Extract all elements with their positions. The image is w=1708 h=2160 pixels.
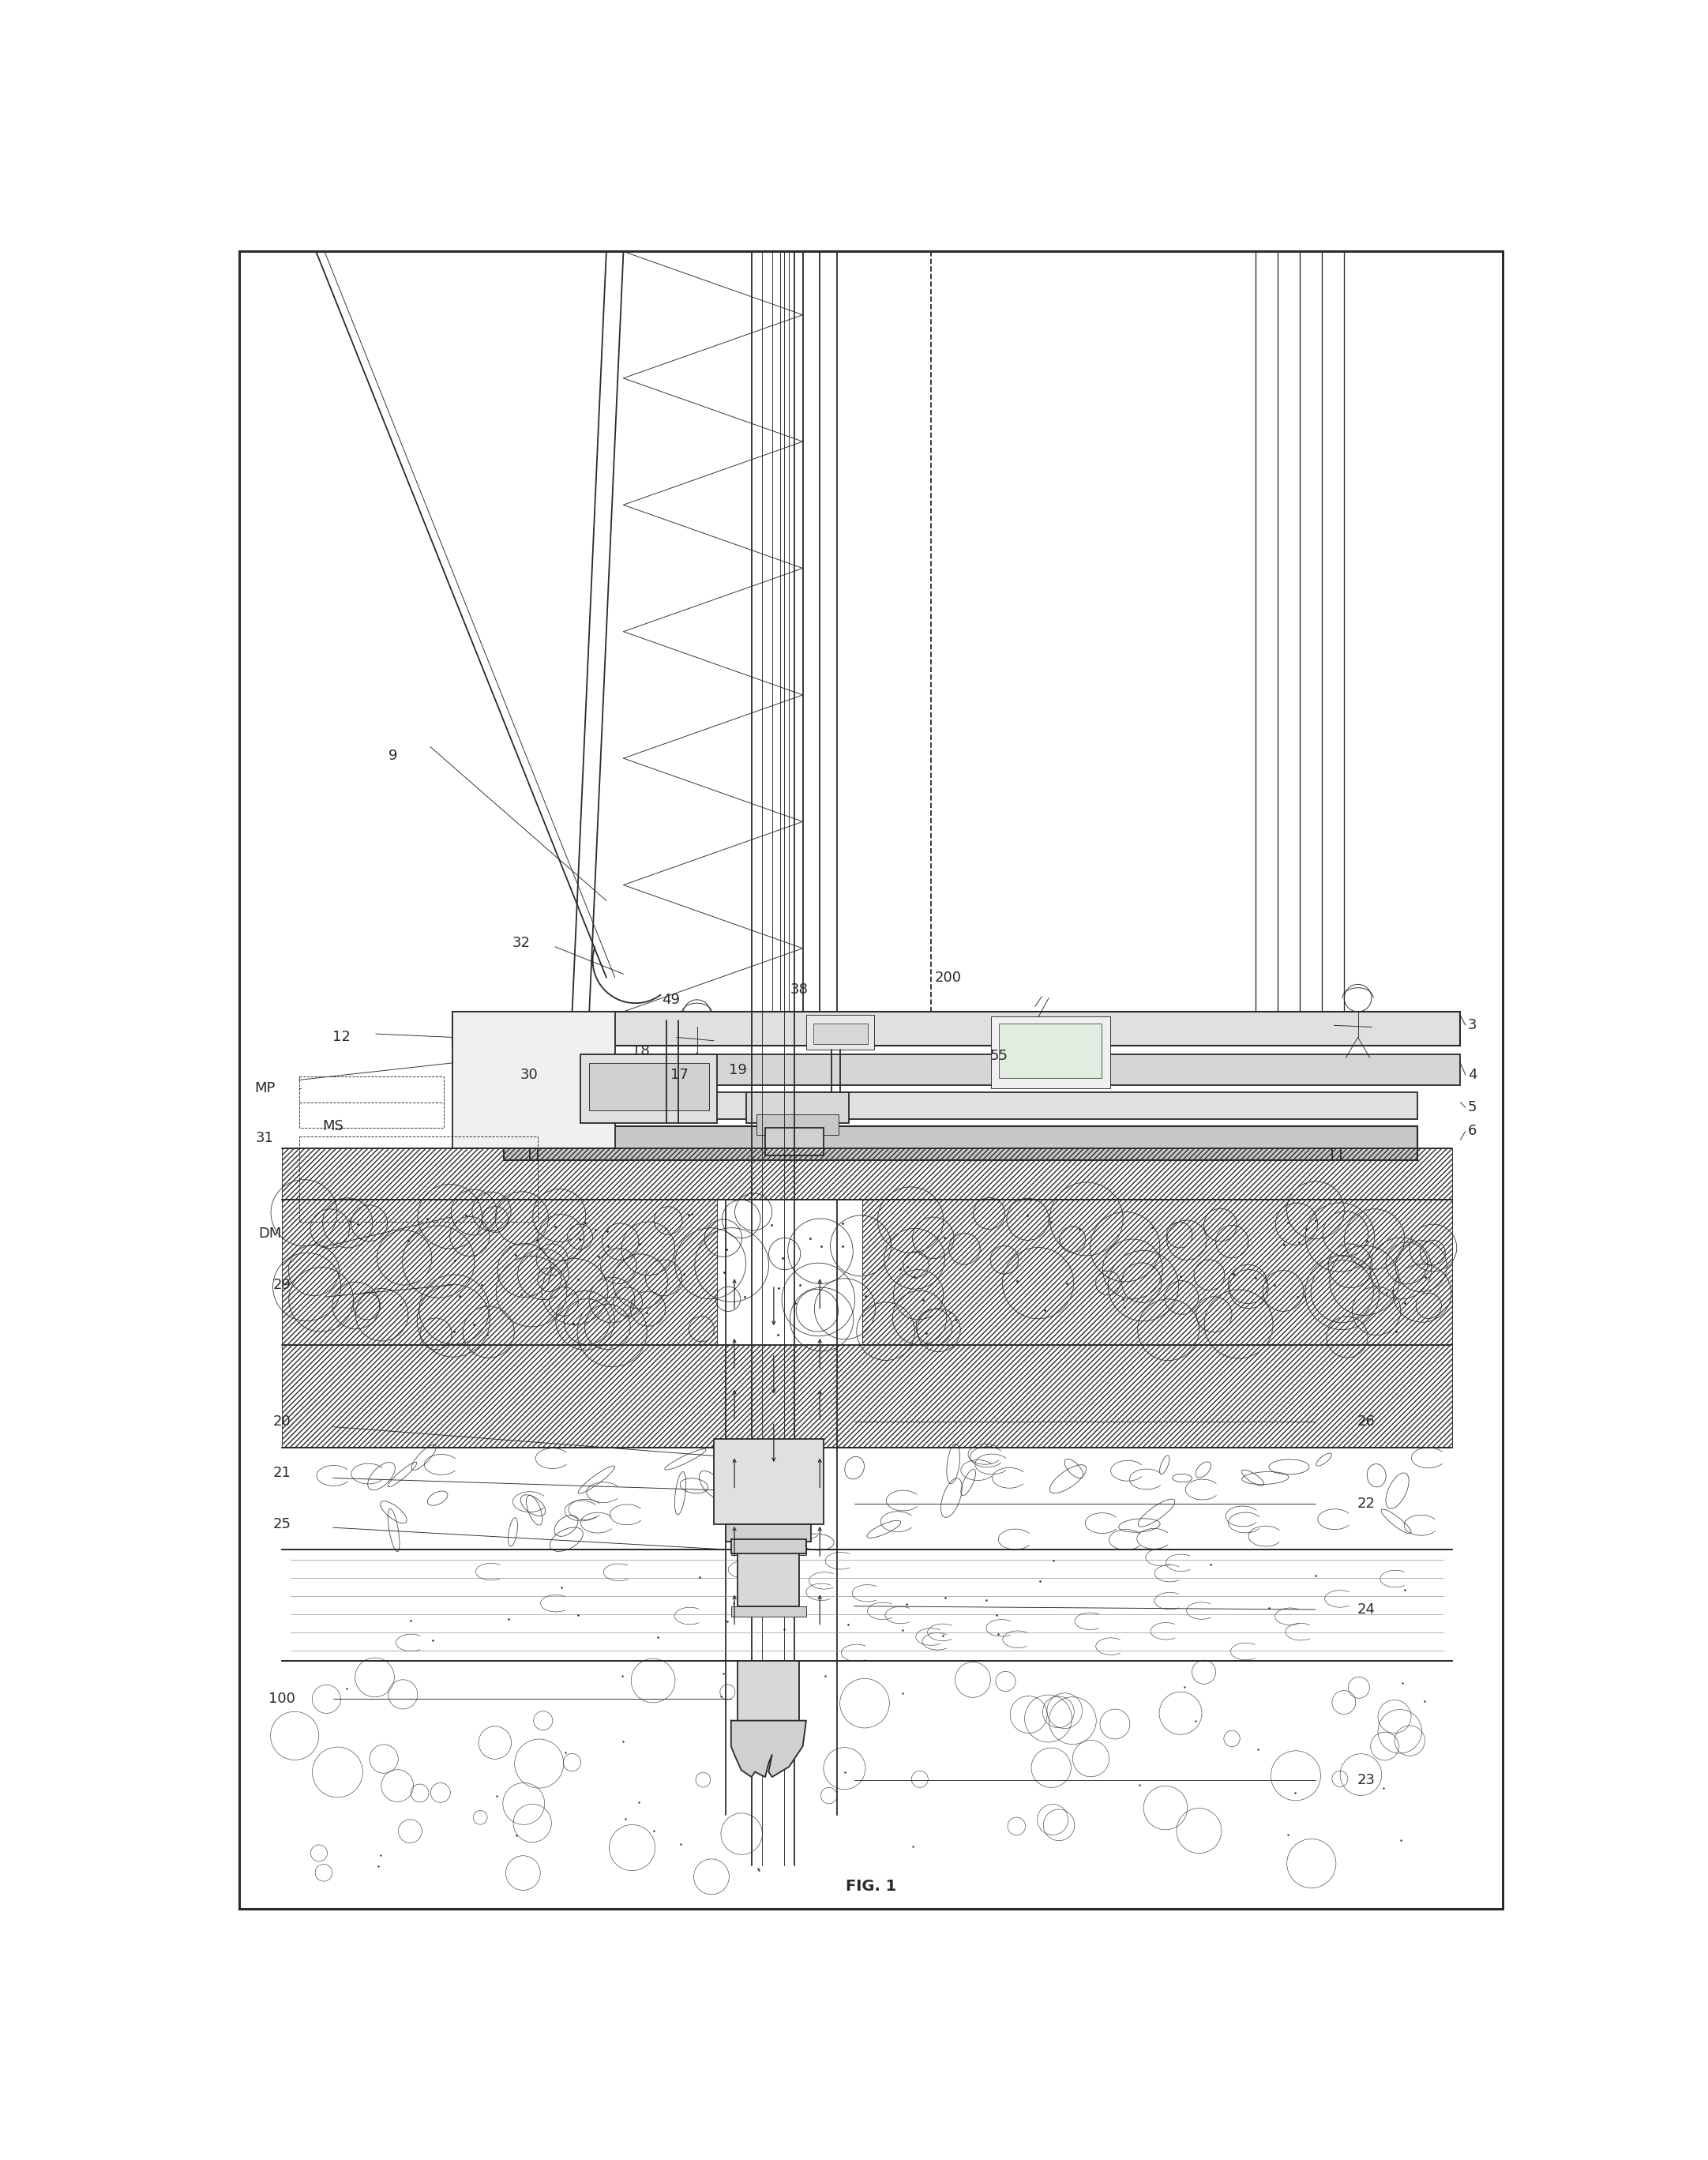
Bar bbox=[453, 1011, 615, 1149]
Text: 6: 6 bbox=[1467, 1123, 1477, 1138]
Bar bbox=[239, 251, 1503, 1909]
Text: 55: 55 bbox=[991, 1050, 1008, 1063]
Text: 25: 25 bbox=[273, 1516, 290, 1531]
Bar bbox=[765, 1128, 823, 1156]
Text: 30: 30 bbox=[521, 1067, 538, 1082]
Text: 31: 31 bbox=[256, 1132, 273, 1145]
Bar bbox=[453, 1011, 1460, 1045]
Bar bbox=[453, 1054, 1460, 1084]
Text: 32: 32 bbox=[512, 935, 529, 950]
Text: DM: DM bbox=[258, 1227, 282, 1240]
Bar bbox=[299, 1136, 538, 1223]
Bar bbox=[991, 1017, 1110, 1089]
Bar bbox=[863, 1199, 1452, 1346]
Bar bbox=[813, 1024, 868, 1043]
Polygon shape bbox=[731, 1722, 806, 1778]
Text: 24: 24 bbox=[1358, 1603, 1375, 1616]
Text: MS: MS bbox=[323, 1119, 343, 1134]
Bar bbox=[806, 1015, 874, 1050]
Text: 26: 26 bbox=[1358, 1415, 1375, 1428]
Text: 21: 21 bbox=[273, 1467, 290, 1480]
Bar bbox=[731, 1542, 806, 1555]
Text: 200: 200 bbox=[934, 970, 962, 985]
Bar bbox=[299, 1076, 444, 1128]
Bar bbox=[746, 1093, 849, 1123]
Bar bbox=[282, 1199, 717, 1346]
Bar bbox=[589, 1063, 709, 1110]
Bar bbox=[738, 1661, 799, 1722]
Text: 38: 38 bbox=[791, 983, 808, 996]
Text: 100: 100 bbox=[268, 1691, 295, 1706]
Text: 23: 23 bbox=[1358, 1773, 1375, 1788]
Text: 17: 17 bbox=[671, 1067, 688, 1082]
Text: 5: 5 bbox=[1467, 1099, 1477, 1115]
Bar bbox=[504, 1093, 1418, 1119]
Text: 4: 4 bbox=[1467, 1067, 1477, 1082]
Bar bbox=[714, 1439, 823, 1525]
Text: MP: MP bbox=[254, 1082, 275, 1095]
Text: 22: 22 bbox=[1358, 1497, 1375, 1510]
Bar bbox=[581, 1054, 717, 1123]
Bar bbox=[757, 1115, 839, 1134]
Text: 12: 12 bbox=[333, 1030, 350, 1045]
Bar bbox=[738, 1549, 799, 1607]
Text: 18: 18 bbox=[632, 1043, 649, 1058]
Bar bbox=[282, 1346, 1452, 1447]
Bar bbox=[731, 1540, 806, 1553]
Text: 19: 19 bbox=[729, 1063, 746, 1078]
Text: 9: 9 bbox=[388, 747, 398, 762]
Bar bbox=[504, 1125, 1418, 1160]
Bar bbox=[726, 1525, 811, 1542]
Bar bbox=[731, 1607, 806, 1616]
Text: FIG. 1: FIG. 1 bbox=[845, 1879, 897, 1894]
Text: 29: 29 bbox=[273, 1279, 290, 1292]
Bar bbox=[282, 1149, 1452, 1199]
Text: 3: 3 bbox=[1467, 1017, 1477, 1032]
Text: 20: 20 bbox=[273, 1415, 290, 1428]
Bar bbox=[999, 1024, 1102, 1078]
Text: 49: 49 bbox=[663, 994, 680, 1007]
